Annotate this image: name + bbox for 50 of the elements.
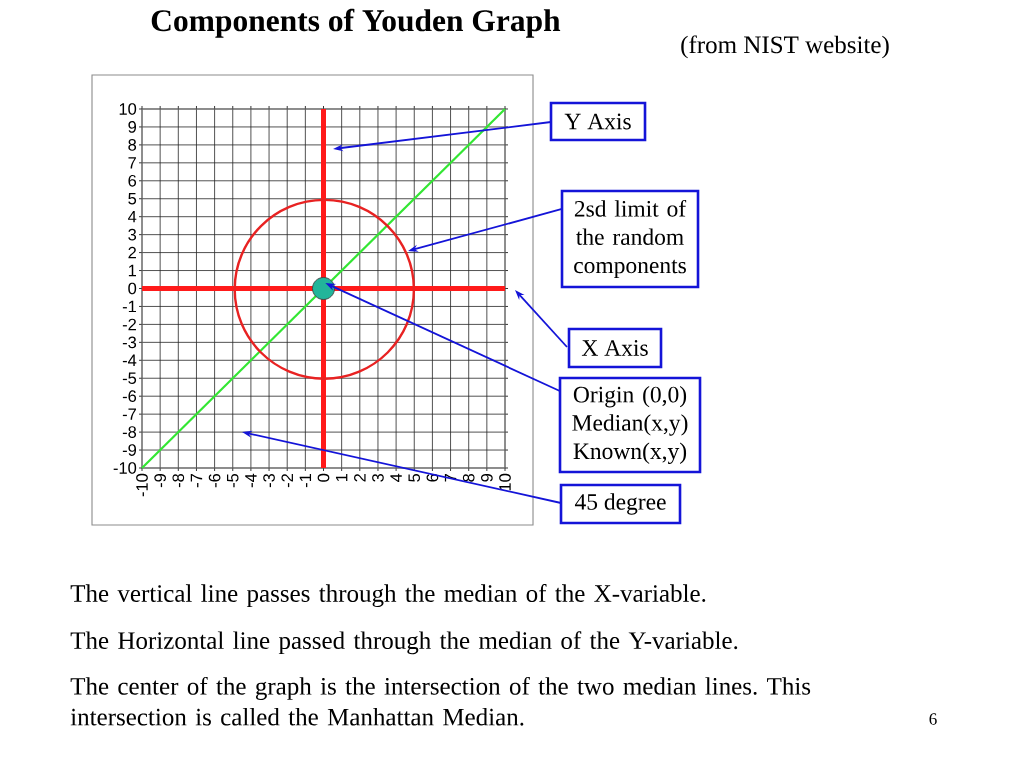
y-tick-label: 8 <box>128 139 137 151</box>
y-tick-label: 4 <box>128 211 137 223</box>
x-tick-label: -4 <box>245 473 257 488</box>
y-tick-label: -6 <box>122 390 137 403</box>
text: The center of the graph is the intersection of the two median lines. This intersection is called the Manhattan Median. <box>70 676 811 726</box>
text: Y Axis <box>564 113 631 130</box>
text: 45 degree <box>574 493 666 515</box>
text: 2sd limit of the random components <box>574 199 687 279</box>
annotation: Origin (0,0) Median(x,y) Known(x,y) <box>572 386 688 464</box>
text: (from NIST website) <box>681 35 889 59</box>
y-tick-label: 2 <box>128 246 136 259</box>
x-tick-label: -2 <box>281 474 293 488</box>
y-tick-label: 10 <box>119 103 137 115</box>
y-tick-label: -10 <box>113 462 137 474</box>
chart-title: Components of Youden Graph <box>151 8 561 38</box>
x-tick-label: -3 <box>263 473 275 488</box>
x-tick-label: 2 <box>354 474 366 482</box>
x-tick-label: -1 <box>299 474 312 488</box>
x-tick-label: -7 <box>190 474 203 488</box>
y-tick-label: -2 <box>122 318 136 331</box>
x-tick-label: 4 <box>390 473 402 482</box>
y-tick-label: 5 <box>128 192 137 205</box>
y-tick-label: -8 <box>122 426 137 438</box>
y-tick-label: 7 <box>128 157 136 169</box>
x-tick-label: -9 <box>154 473 166 488</box>
x-tick-label: 1 <box>335 474 348 482</box>
x-tick-label: 3 <box>372 473 384 482</box>
x-tick-label: -6 <box>208 473 221 488</box>
x-tick-label: 0 <box>317 473 330 482</box>
x-tick-label: -5 <box>226 473 239 488</box>
y-tick-label: -7 <box>122 408 136 420</box>
y-tick-label: -4 <box>122 354 137 366</box>
y-tick-label: 0 <box>128 282 137 295</box>
y-tick-label: -1 <box>122 300 136 313</box>
text: X Axis <box>581 340 648 356</box>
text: 6 <box>929 713 937 725</box>
x-tick-label: -8 <box>172 473 185 488</box>
x-tick-label: 8 <box>462 473 475 482</box>
x-tick-label: 10 <box>499 473 511 491</box>
x-tick-label: 9 <box>481 473 493 482</box>
y-tick-label: 9 <box>128 121 137 133</box>
x-tick-label: 5 <box>408 473 421 482</box>
y-tick-label: 6 <box>128 174 137 187</box>
y-tick-label: 3 <box>128 228 137 241</box>
y-tick-label: 1 <box>128 264 136 277</box>
y-tick-label: -5 <box>122 372 137 384</box>
text: The vertical line passes through the median of the X-variable. <box>70 584 706 608</box>
text: The Horizontal line passed through the median of the Y-variable. <box>70 631 738 655</box>
y-tick-label: -3 <box>122 336 137 349</box>
y-tick-label: -9 <box>122 444 137 456</box>
